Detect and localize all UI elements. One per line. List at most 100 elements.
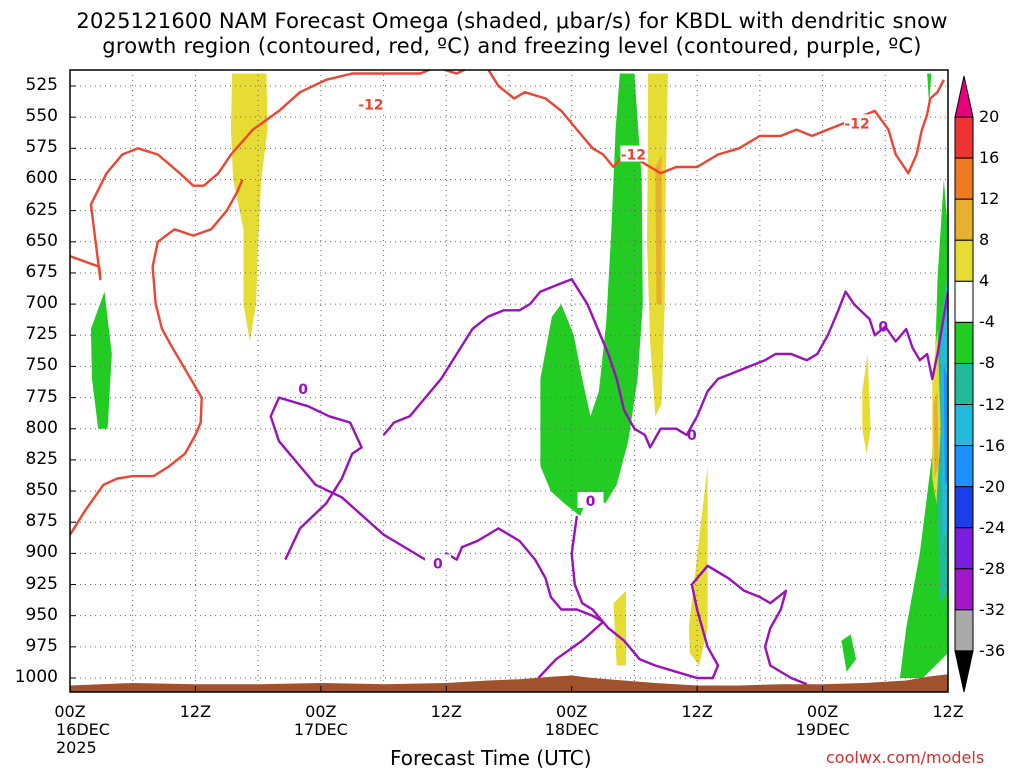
contour-label-bg-freezing-level-0-2 <box>577 492 604 509</box>
x-tick-label-line2: 16DEC <box>56 720 110 739</box>
y-tick-label: 975 <box>25 635 58 656</box>
contour-label-dendritic-minus-12-2: -12 <box>844 116 869 132</box>
x-tick-label-line1: 00Z <box>806 702 839 721</box>
colorbar-bin-13 <box>954 609 974 652</box>
y-tick-label: 650 <box>25 230 58 251</box>
y-tick-label: 850 <box>25 480 58 501</box>
contour-freezing-level-0-surface <box>570 515 808 686</box>
y-tick-label: 750 <box>25 355 58 376</box>
colorbar-label: 16 <box>979 148 1000 168</box>
x-tick-label: 00Z 17DEC <box>291 703 351 739</box>
x-tick-label-line1: 00Z <box>556 702 588 721</box>
y-tick-label: 825 <box>25 448 58 469</box>
omega-region-rising-motion-16dec-low <box>90 291 112 429</box>
colorbar-label: -24 <box>979 517 1006 537</box>
x-tick-label-line1: 12Z <box>932 702 964 721</box>
y-tick-label: 775 <box>25 386 58 407</box>
y-tick-label: 800 <box>25 417 58 438</box>
x-tick-label-line1: 12Z <box>179 702 212 721</box>
y-tick-label: 575 <box>25 137 58 158</box>
colorbar-bin-12 <box>954 568 974 611</box>
colorbar-label: -16 <box>979 435 1006 455</box>
plot-frame <box>69 69 949 693</box>
omega-region-sinking-18dec-surface <box>613 590 627 666</box>
contour-label-freezing-level-0-4: 0 <box>433 556 443 572</box>
contour-label-dendritic-minus-12-1: -12 <box>621 148 646 164</box>
y-tick-label: 725 <box>25 324 58 345</box>
colorbar-bin-2 <box>954 157 974 200</box>
colorbar-bin-4 <box>954 239 974 282</box>
contour-label-bg-freezing-level-0-0 <box>290 379 317 396</box>
x-axis-title: Forecast Time (UTC) <box>390 746 592 770</box>
colorbar-label: -36 <box>979 640 1006 660</box>
x-tick-label: 00Z 16DEC 2025 <box>40 703 110 757</box>
chart-title-line1: 2025121600 NAM Forecast Omega (shaded, μ… <box>76 9 948 33</box>
x-tick-label: 12Z <box>918 703 978 721</box>
colorbar-bin-6 <box>954 321 974 364</box>
contour-dendritic-minus-12-lower <box>70 179 244 536</box>
colorbar-label: -20 <box>979 476 1006 496</box>
omega-region-rising-motion-core-18dec <box>540 73 643 516</box>
contour-freezing-level-0 <box>269 396 605 679</box>
omega-region-sinking-19dec-edge-core <box>933 391 939 479</box>
colorbar-bin-1 <box>954 116 974 159</box>
colorbar-label: 20 <box>979 107 1000 127</box>
y-tick-label: 550 <box>25 106 58 127</box>
contour-label-freezing-level-0-0: 0 <box>298 382 308 398</box>
x-tick-label-line1: 12Z <box>430 702 462 721</box>
colorbar-label: -8 <box>979 353 995 373</box>
x-tick-label: 12Z <box>416 703 476 721</box>
terrain-surface <box>70 674 948 692</box>
x-tick-label-line1: 12Z <box>681 702 713 721</box>
y-tick-label: 675 <box>25 261 58 282</box>
contour-label-bg-dendritic-minus-12-2 <box>844 114 871 131</box>
colorbar-label: -12 <box>979 394 1006 414</box>
colorbar-label: 8 <box>979 230 990 250</box>
colorbar-label: -28 <box>979 558 1006 578</box>
x-tick-label-line2: 19DEC <box>795 720 850 739</box>
chart-title-line2: growth region (contoured, red, ºC) and f… <box>102 34 922 58</box>
x-tick-label: 00Z 19DEC <box>793 703 853 739</box>
y-tick-label: 875 <box>25 511 58 532</box>
contour-label-freezing-level-0-2: 0 <box>586 494 596 510</box>
y-tick-label: 950 <box>25 604 58 625</box>
colorbar-bin-9 <box>954 445 974 488</box>
colorbar-label: -32 <box>979 599 1006 619</box>
x-tick-label-line2: 17DEC <box>293 720 348 739</box>
colorbar-bin-10 <box>954 486 974 529</box>
colorbar-bin-11 <box>954 527 974 570</box>
x-tick-label-line3: 2025 <box>56 738 97 757</box>
x-tick-label: 12Z <box>165 703 225 721</box>
contour-label-bg-freezing-level-0-1 <box>678 425 705 442</box>
credit-link[interactable]: coolwx.com/models <box>826 748 985 767</box>
colorbar-bin-8 <box>954 404 974 447</box>
omega-region-sinking-19dec-column <box>862 354 871 454</box>
y-tick-label: 600 <box>25 168 58 189</box>
colorbar-bin-7 <box>954 362 974 406</box>
omega-region-rising-motion-19dec-top <box>927 73 932 105</box>
colorbar-label: 12 <box>979 189 1000 209</box>
omega-region-rising-motion-19dec-core <box>943 366 948 485</box>
contour-freezing-level-0-mid <box>382 278 948 449</box>
contour-label-bg-dendritic-minus-12-1 <box>620 145 647 162</box>
y-tick-label: 900 <box>25 542 58 563</box>
omega-region-rising-motion-19dec-small <box>841 634 856 672</box>
x-tick-label: 00Z 18DEC <box>542 703 602 739</box>
x-tick-label: 12Z <box>667 703 727 721</box>
y-tick-label: 700 <box>25 293 58 314</box>
x-tick-label-line1: 00Z <box>305 702 337 721</box>
contour-label-freezing-level-0-1: 0 <box>687 428 697 444</box>
y-tick-label: 625 <box>25 199 58 220</box>
colorbar-bin-bottom <box>954 650 974 693</box>
omega-region-sinking-16dec-column <box>231 73 268 342</box>
omega-region-sinking-18dec-column-core <box>655 154 662 305</box>
colorbar-bin-3 <box>954 198 974 241</box>
contour-dendritic-minus-12 <box>70 70 945 281</box>
contour-label-bg-freezing-level-0-4 <box>424 554 451 571</box>
y-tick-label: 525 <box>25 75 58 95</box>
colorbar-bin-5 <box>954 280 974 323</box>
colorbar-label: -4 <box>979 312 995 332</box>
y-tick-label: 1000 <box>14 667 58 687</box>
